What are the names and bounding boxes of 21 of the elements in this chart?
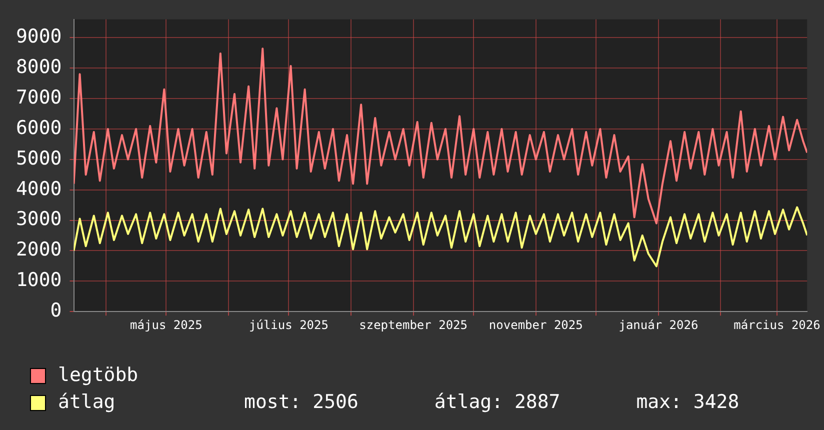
y-tick-label: 8000	[16, 56, 62, 78]
y-tick-label: 0	[50, 300, 62, 322]
x-tick-label: július 2025	[249, 318, 328, 332]
legend-label: átlag	[58, 390, 116, 415]
y-tick-label: 6000	[16, 116, 62, 139]
y-tick-label: 4000	[16, 178, 62, 200]
text: átlag: 2887	[434, 390, 560, 415]
y-tick-label: 5000	[16, 147, 62, 170]
x-tick-label: január 2026	[618, 318, 698, 332]
y-tick-label: 9000	[16, 26, 62, 48]
y-tick-label: 1000	[16, 269, 62, 292]
text: max: 3428	[636, 390, 740, 415]
y-tick-label: 2000	[16, 238, 62, 261]
text: most: 2506	[244, 390, 358, 415]
x-tick-label: március 2026	[734, 318, 820, 332]
x-tick-label: szeptember 2025	[359, 318, 468, 332]
x-tick-label: május 2025	[130, 318, 202, 332]
legend-label: legtöbb	[58, 363, 140, 388]
y-tick-label: 3000	[16, 208, 62, 230]
y-tick-label: 7000	[16, 86, 62, 108]
x-tick-label: november 2025	[488, 318, 583, 332]
